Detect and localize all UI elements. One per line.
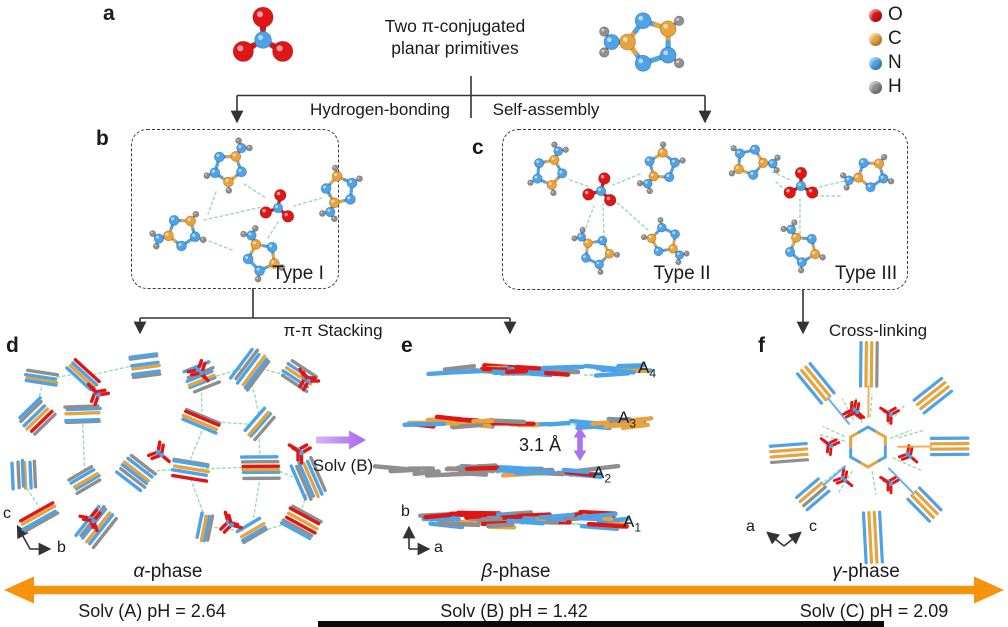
legend-label: O — [888, 4, 903, 25]
panel-label-c: c — [472, 136, 484, 159]
beta-axis-a: a — [434, 539, 443, 556]
layer-label-a1: A1 — [623, 512, 642, 535]
nitrogen-dot-icon — [869, 56, 882, 70]
triazole-molecule — [149, 210, 207, 252]
triazole-molecule — [571, 226, 621, 276]
header-title-line1: Two π-conjugated — [384, 16, 526, 36]
gamma-axis-c: c — [809, 518, 817, 535]
hydrogen-dot-icon — [869, 80, 882, 94]
spacing-double-arrow — [573, 427, 587, 461]
atom-legend: O C N H — [869, 3, 903, 99]
type1-cluster — [149, 137, 363, 283]
alpha-axis-b: b — [57, 539, 66, 556]
solv-b-ph-label: Solv (B) pH = 1.42 — [440, 601, 588, 621]
layer-label-a3: A3 — [618, 408, 637, 431]
panel-label-f: f — [758, 334, 765, 357]
triazole-molecule — [636, 141, 686, 195]
triazole-molecule — [240, 225, 286, 283]
solv-a-ph-label: Solv (A) pH = 2.64 — [78, 601, 226, 621]
type-iii-label: Type III — [834, 263, 898, 284]
layer-label-a4: A4 — [638, 358, 657, 381]
panel-label-e: e — [401, 334, 413, 357]
legend-row-carbon: C — [869, 27, 903, 51]
beta-layers — [372, 363, 654, 531]
legend-label: N — [888, 52, 902, 73]
nitrate-molecule — [259, 188, 295, 223]
cross-linking-label: Cross-linking — [828, 321, 928, 340]
gamma-axis-a: a — [746, 518, 755, 535]
type1-dashed-box — [131, 129, 339, 289]
primitive-molecules — [232, 6, 685, 72]
legend-row-hydrogen: H — [869, 75, 903, 99]
type-ii-label: Type II — [653, 263, 711, 284]
panel-label-a: a — [103, 2, 115, 25]
nitrate-molecule — [582, 172, 617, 207]
oxygen-dot-icon — [869, 8, 882, 22]
hydrogen-bonding-label: Hydrogen-bonding — [310, 100, 450, 119]
pi-pi-stacking-label: π-π Stacking — [283, 321, 383, 340]
panel-label-d: d — [6, 334, 19, 357]
interlayer-spacing-label: 3.1 Å — [518, 435, 562, 455]
triazole-molecule — [780, 219, 826, 274]
triazole-molecule — [599, 12, 685, 72]
legend-row-nitrogen: N — [869, 51, 903, 75]
panel-label-b: b — [96, 127, 109, 150]
self-assembly-label: Self-assembly — [492, 100, 600, 119]
solv-c-ph-label: Solv (C) pH = 2.09 — [799, 601, 949, 621]
type-i-label: Type I — [272, 263, 324, 284]
nitrate-molecule — [783, 166, 819, 199]
nitrate-molecule — [232, 6, 294, 62]
alpha-structure — [10, 347, 327, 550]
gamma-phase-label: γ-phase — [832, 561, 900, 582]
legend-row-oxygen: O — [869, 3, 903, 27]
type3-cluster — [728, 144, 895, 274]
bottom-black-bar — [318, 621, 884, 627]
beta-phase-label: β-phase — [481, 561, 551, 582]
beta-axis-b: b — [401, 503, 410, 520]
carbon-dot-icon — [869, 32, 882, 46]
triazole-molecule — [839, 153, 895, 193]
triazole-molecule — [203, 137, 253, 194]
header-title: Two π-conjugated planar primitives — [385, 16, 526, 60]
phase-range-double-arrow — [4, 576, 1004, 604]
triazole-molecule — [527, 141, 569, 197]
header-title-line2: planar primitives — [391, 37, 519, 58]
solvent-transform-arrow — [316, 430, 366, 450]
alpha-hbond-web — [23, 364, 309, 532]
triazole-molecule — [728, 144, 781, 181]
legend-label: H — [888, 76, 902, 97]
alpha-phase-label: α-phase — [133, 561, 203, 582]
triazole-molecule — [640, 216, 690, 266]
triazole-molecule — [318, 164, 363, 223]
type2-cluster — [527, 141, 690, 276]
solvent-b-arrow-label: Solv (B) — [312, 456, 374, 475]
alpha-axis-c: c — [3, 505, 11, 522]
type2-3-dashed-box — [502, 129, 908, 290]
gamma-structure — [768, 340, 970, 565]
legend-label: C — [888, 28, 902, 49]
flow-connectors — [16, 76, 810, 556]
layer-label-a2: A2 — [593, 463, 612, 486]
